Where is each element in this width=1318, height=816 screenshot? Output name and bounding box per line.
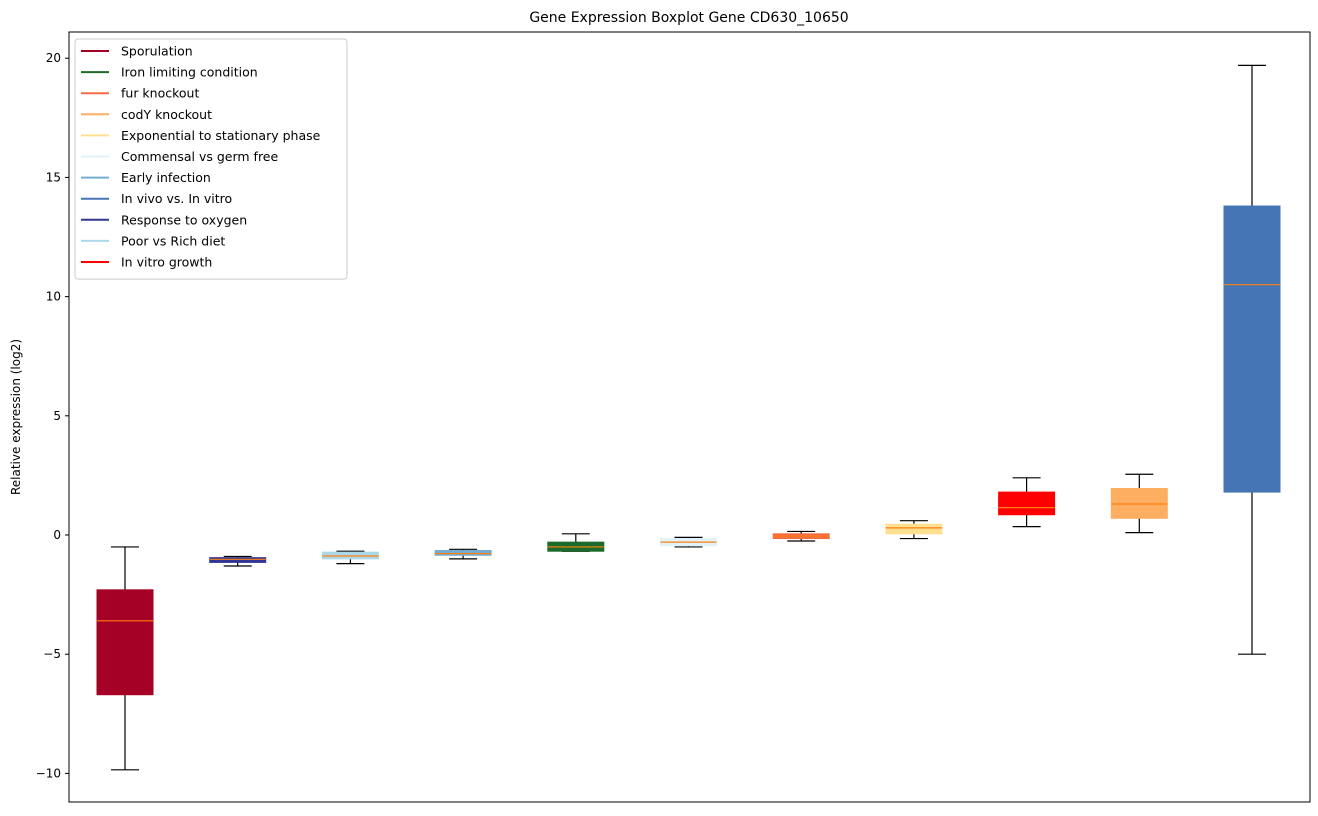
box-body [998,491,1056,516]
box-in-vivo-vs-in-vitro [1223,64,1281,655]
box-poor-vs-rich-diet [321,550,379,565]
legend-label: Commensal vs germ free [121,149,278,164]
y-tick-label: −5 [43,647,61,661]
y-tick-label: −10 [36,766,61,780]
plot-area: −10 −5 0 5 10 15 20 [36,31,1311,803]
box-body [885,523,943,535]
y-tick-label: 10 [46,290,61,304]
box-body [209,557,267,563]
y-tick-label: 0 [53,528,61,542]
box-iron-limiting-condition [547,533,605,552]
box-in-vitro-growth [998,477,1056,528]
legend-label: Sporulation [121,44,193,59]
box-early-infection [434,548,492,560]
box-response-to-oxygen [209,555,267,567]
legend-label: Poor vs Rich diet [121,233,225,248]
legend-label: Iron limiting condition [121,65,258,80]
box-commensal-vs-germ-free [660,536,717,548]
legend-label: In vitro growth [121,255,212,270]
plot-frame [68,31,1311,803]
legend-label: codY knockout [121,107,212,122]
box-body [96,589,154,696]
box-exponential-to-stationary-phase [885,520,943,540]
y-tick-label: 15 [46,170,61,184]
box-sporulation [96,546,154,771]
y-tick-label: 5 [53,409,61,423]
legend-label: Early infection [121,170,211,185]
y-axis-label: Relative expression (log2) [9,339,23,495]
legend-label: In vivo vs. In vitro [121,191,232,206]
box-body [434,549,492,556]
box-body [1223,205,1281,493]
box-cody-knockout [1110,473,1168,534]
box-fur-knockout [772,530,830,542]
legend-label: Exponential to stationary phase [121,128,321,143]
legend-label: fur knockout [121,86,199,101]
y-tick-label: 20 [46,51,61,65]
legend-frame [74,38,348,280]
legend-label: Response to oxygen [121,212,247,227]
legend: Sporulation Iron limiting condition fur kn… [74,38,348,280]
chart-title: Gene Expression Boxplot Gene CD630_10650 [529,10,848,26]
